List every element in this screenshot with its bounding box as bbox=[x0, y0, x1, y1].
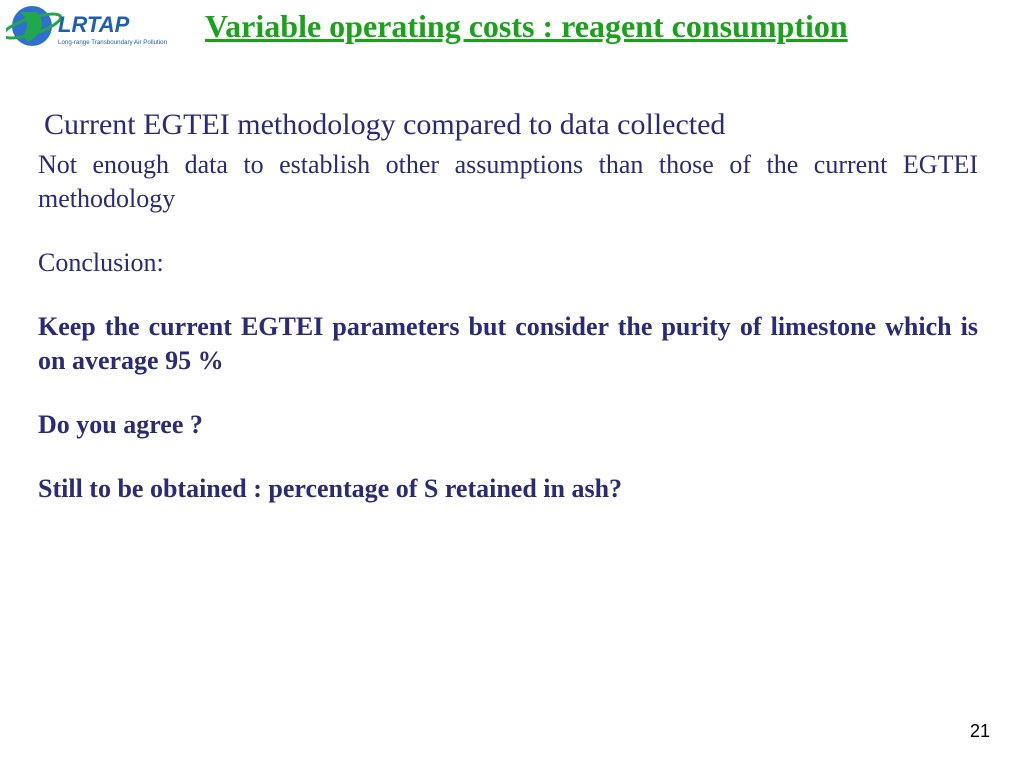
globe-icon: LRTAP Long-range Transboundary Air Pollu… bbox=[6, 2, 196, 50]
logo-subtext: Long-range Transboundary Air Pollution bbox=[58, 39, 168, 46]
page-number: 21 bbox=[970, 721, 990, 742]
slide-subtitle: Current EGTEI methodology compared to da… bbox=[44, 108, 725, 142]
lrtap-logo: LRTAP Long-range Transboundary Air Pollu… bbox=[6, 2, 196, 50]
slide: LRTAP Long-range Transboundary Air Pollu… bbox=[0, 0, 1024, 768]
slide-body: Not enough data to establish other assum… bbox=[38, 148, 978, 524]
body-question-pending: Still to be obtained : percentage of S r… bbox=[38, 472, 978, 506]
body-question-agree: Do you agree ? bbox=[38, 408, 978, 442]
logo-text: LRTAP bbox=[58, 12, 130, 37]
body-paragraph-1: Not enough data to establish other assum… bbox=[38, 148, 978, 216]
body-conclusion-text: Keep the current EGTEI parameters but co… bbox=[38, 310, 978, 378]
slide-title: Variable operating costs : reagent consu… bbox=[205, 8, 848, 45]
body-conclusion-label: Conclusion: bbox=[38, 246, 978, 280]
subtitle-tail: compared to data collected bbox=[403, 108, 725, 141]
subtitle-lead: Current EGTEI methodology bbox=[44, 108, 403, 141]
